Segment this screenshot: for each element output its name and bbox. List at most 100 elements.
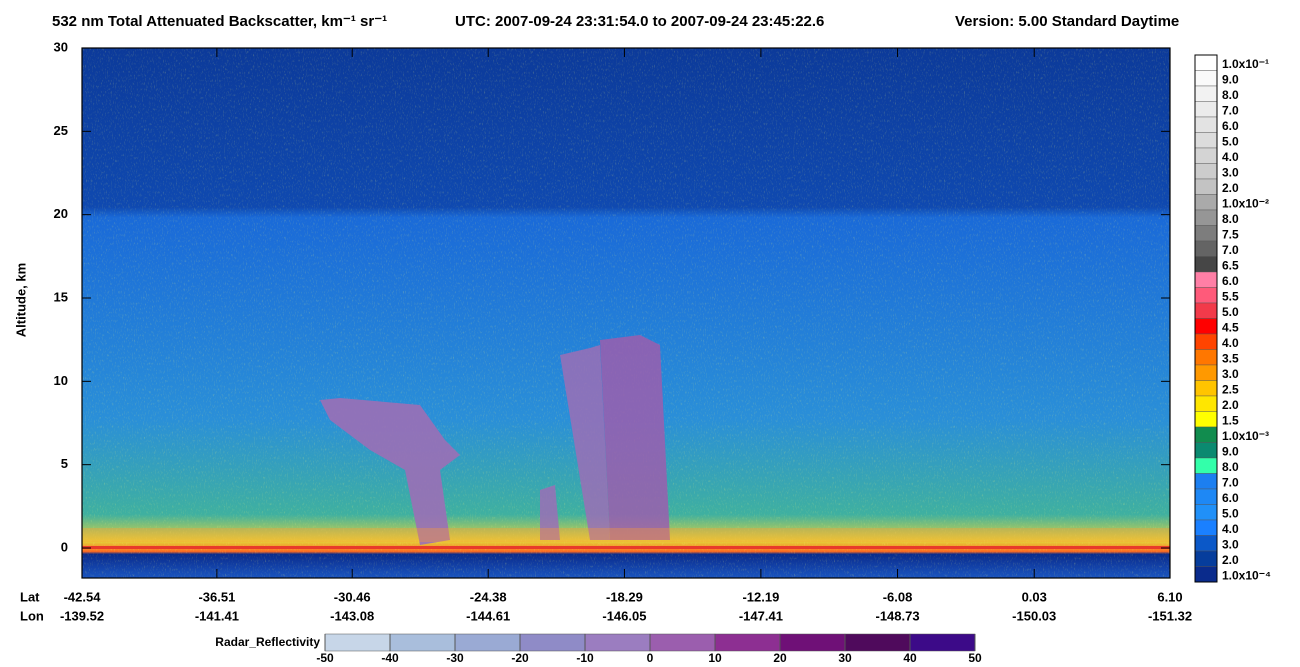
- colorbar-label: 1.0x10⁻³: [1222, 429, 1269, 443]
- colorbar-label: 9.0: [1222, 445, 1239, 459]
- colorbar-cell: [1194, 256, 1218, 273]
- colorbar-label: 6.0: [1222, 491, 1239, 505]
- radar-cell: [844, 633, 911, 652]
- lat-label: -6.08: [883, 589, 913, 604]
- y-tick-label: 25: [54, 123, 68, 138]
- colorbar-label: 1.0x10⁻⁴: [1222, 569, 1271, 583]
- colorbar-cell: [1194, 566, 1218, 583]
- colorbar-label: 1.5: [1222, 414, 1239, 428]
- radar-tick-label: -40: [381, 651, 399, 665]
- colorbar-label: 6.5: [1222, 259, 1239, 273]
- colorbar-cell: [1194, 271, 1218, 288]
- lon-label: -141.41: [195, 608, 239, 623]
- lat-label: -24.38: [470, 589, 507, 604]
- colorbar-cell: [1194, 395, 1218, 412]
- colorbar-cell: [1194, 70, 1218, 87]
- lon-label: -144.61: [466, 608, 510, 623]
- colorbar-cell: [1194, 333, 1218, 350]
- plot-frame: [81, 47, 1171, 579]
- colorbar-label: 8.0: [1222, 460, 1239, 474]
- version: Version: 5.00 Standard Daytime: [955, 13, 1179, 30]
- colorbar-cell: [1194, 488, 1218, 505]
- colorbar-label: 7.5: [1222, 228, 1239, 242]
- radar-cell: [389, 633, 456, 652]
- backscatter-image: [82, 48, 1170, 578]
- colorbar-cell: [1194, 457, 1218, 474]
- colorbar-cell: [1194, 132, 1218, 149]
- lat-label: -18.29: [606, 589, 643, 604]
- colorbar-label: 5.5: [1222, 290, 1239, 304]
- radar-tick-label: 0: [647, 651, 654, 665]
- colorbar-label: 8.0: [1222, 88, 1239, 102]
- colorbar-label: 5.0: [1222, 305, 1239, 319]
- radar-tick-label: -20: [511, 651, 529, 665]
- radar-tick-label: -30: [446, 651, 464, 665]
- colorbar-label: 2.0: [1222, 553, 1239, 567]
- colorbar-cell: [1194, 550, 1218, 567]
- colorbar-label: 2.0: [1222, 181, 1239, 195]
- colorbar-cell: [1194, 101, 1218, 118]
- colorbar-label: 2.5: [1222, 383, 1239, 397]
- x2-axis-label: Lon: [20, 608, 44, 623]
- y-tick-label: 5: [61, 456, 68, 471]
- colorbar-label: 5.0: [1222, 135, 1239, 149]
- colorbar-label: 6.0: [1222, 119, 1239, 133]
- y-tick-label: 15: [54, 289, 68, 304]
- colorbar-cell: [1194, 209, 1218, 226]
- colorbar-cell: [1194, 349, 1218, 366]
- colorbar-label: 7.0: [1222, 104, 1239, 118]
- colorbar-label: 7.0: [1222, 476, 1239, 490]
- time-range: UTC: 2007-09-24 23:31:54.0 to 2007-09-24…: [455, 13, 824, 30]
- chart-title: 532 nm Total Attenuated Backscatter, km⁻…: [52, 13, 387, 30]
- lon-label: -148.73: [876, 608, 920, 623]
- colorbar-label: 1.0x10⁻¹: [1222, 57, 1269, 71]
- radar-tick-label: 30: [838, 651, 852, 665]
- radar-cell: [649, 633, 716, 652]
- radar-cell: [714, 633, 781, 652]
- x-axis-label: Lat: [20, 589, 40, 604]
- colorbar-cell: [1194, 380, 1218, 397]
- colorbar-cell: [1194, 240, 1218, 257]
- colorbar-cell: [1194, 504, 1218, 521]
- lat-label: 6.10: [1157, 589, 1182, 604]
- lon-label: -146.05: [602, 608, 646, 623]
- radar-cell: [584, 633, 651, 652]
- lat-label: -30.46: [334, 589, 371, 604]
- colorbar-label: 5.0: [1222, 507, 1239, 521]
- colorbar-label: 8.0: [1222, 212, 1239, 226]
- lat-label: -12.19: [742, 589, 779, 604]
- radar-tick-label: 40: [903, 651, 917, 665]
- colorbar-label: 4.5: [1222, 321, 1239, 335]
- colorbar-cell: [1194, 225, 1218, 242]
- colorbar-label: 1.0x10⁻²: [1222, 197, 1269, 211]
- y-axis-label: Altitude, km: [13, 263, 28, 337]
- colorbar-cell: [1194, 442, 1218, 459]
- lon-label: -150.03: [1012, 608, 1056, 623]
- colorbar-label: 4.0: [1222, 336, 1239, 350]
- radar-cell: [779, 633, 846, 652]
- colorbar-cell: [1194, 116, 1218, 133]
- radar-tick-label: 20: [773, 651, 787, 665]
- colorbar-label: 3.0: [1222, 166, 1239, 180]
- radar-label: Radar_Reflectivity: [215, 635, 320, 649]
- lat-label: -42.54: [64, 589, 102, 604]
- colorbar-cell: [1194, 194, 1218, 211]
- lon-label: -147.41: [739, 608, 783, 623]
- lat-label: -36.51: [198, 589, 235, 604]
- colorbar-label: 2.0: [1222, 398, 1239, 412]
- colorbar-cell: [1194, 163, 1218, 180]
- lat-label: 0.03: [1022, 589, 1047, 604]
- y-tick-label: 20: [54, 206, 68, 221]
- y-tick-label: 30: [54, 39, 68, 54]
- colorbar-cell: [1194, 519, 1218, 536]
- colorbar-cell: [1194, 54, 1218, 71]
- colorbar-cell: [1194, 287, 1218, 304]
- radar-tick-label: 10: [708, 651, 722, 665]
- radar-cell: [454, 633, 521, 652]
- y-tick-label: 10: [54, 373, 68, 388]
- colorbar-cell: [1194, 411, 1218, 428]
- y-tick-label: 0: [61, 539, 68, 554]
- lon-label: -151.32: [1148, 608, 1192, 623]
- colorbar-cell: [1194, 473, 1218, 490]
- colorbar-cell: [1194, 318, 1218, 335]
